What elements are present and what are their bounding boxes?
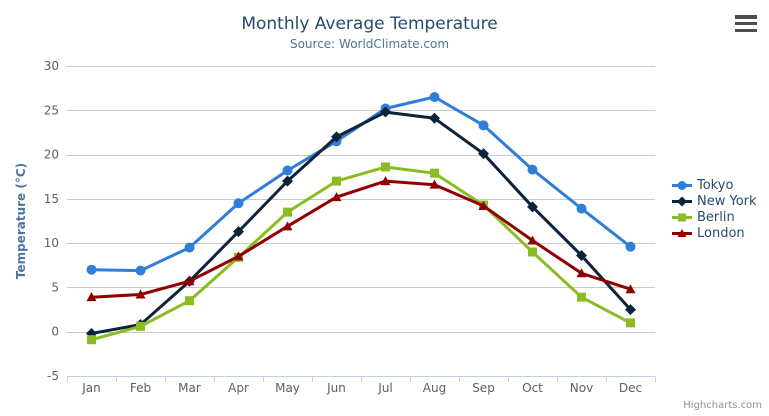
legend-item-new-york[interactable]: New York xyxy=(672,193,757,209)
y-tick-label: 10 xyxy=(44,236,59,250)
x-tick-label: Sep xyxy=(472,381,495,395)
triangle-marker-icon xyxy=(672,228,692,237)
legend-item-tokyo[interactable]: Tokyo xyxy=(672,177,757,193)
hamburger-icon xyxy=(735,21,757,26)
x-tick-label: Jul xyxy=(377,381,392,395)
legend-label: New York xyxy=(697,193,757,209)
x-tick-label: Apr xyxy=(228,381,249,395)
x-tick-label: Jun xyxy=(326,381,346,395)
x-tick-label: Feb xyxy=(130,381,151,395)
gridlines xyxy=(67,66,655,333)
x-axis xyxy=(67,376,656,382)
circle-marker-icon xyxy=(672,180,692,190)
y-tick-label: 30 xyxy=(44,59,59,73)
series-london xyxy=(86,176,636,302)
x-tick-label: Jan xyxy=(81,381,101,395)
x-tick-label: May xyxy=(275,381,300,395)
hamburger-icon xyxy=(735,28,757,32)
legend-label: Tokyo xyxy=(697,177,734,193)
y-tick-label: 20 xyxy=(44,148,59,162)
y-tick-label: 5 xyxy=(51,280,59,294)
y-axis-title: Temperature (°C) xyxy=(14,163,28,279)
y-axis-labels: -5 0 5 10 15 20 25 30 xyxy=(44,59,59,383)
legend-item-berlin[interactable]: Berlin xyxy=(672,209,757,225)
credits-link[interactable]: Highcharts.com xyxy=(683,400,762,411)
series-tokyo xyxy=(86,92,636,276)
square-marker-icon xyxy=(672,213,692,221)
y-tick-label: 25 xyxy=(44,103,59,117)
diamond-marker-icon xyxy=(672,196,692,206)
y-tick-label: 0 xyxy=(51,325,59,339)
hamburger-icon xyxy=(735,15,757,19)
series-new-york xyxy=(86,106,636,339)
legend-item-london[interactable]: London xyxy=(672,225,757,241)
x-tick-label: Aug xyxy=(423,381,446,395)
legend-label: Berlin xyxy=(697,209,735,225)
legend: Tokyo New York Berlin London xyxy=(672,177,757,241)
y-tick-label: 15 xyxy=(44,192,59,206)
x-tick-label: Oct xyxy=(522,381,543,395)
x-tick-label: Mar xyxy=(178,381,201,395)
x-tick-label: Dec xyxy=(619,381,642,395)
x-tick-label: Nov xyxy=(570,381,593,395)
y-tick-label: -5 xyxy=(47,369,59,383)
export-menu-button[interactable] xyxy=(735,15,757,32)
legend-label: London xyxy=(697,225,745,241)
x-axis-labels: Jan Feb Mar Apr May Jun Jul Aug Sep Oct Nov Dec xyxy=(81,381,642,395)
